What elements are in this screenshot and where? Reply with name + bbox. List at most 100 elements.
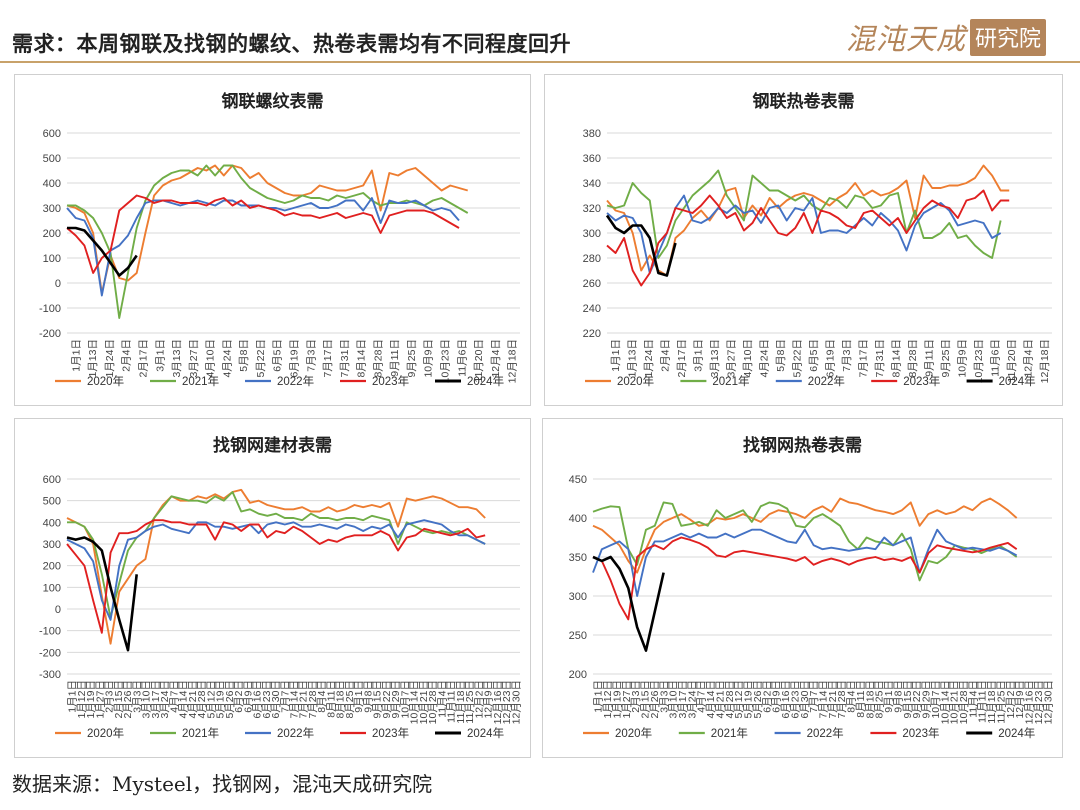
x-tick-label: 9月22日 xyxy=(911,680,923,719)
x-tick-label: 10月7日 xyxy=(930,680,942,719)
y-tick-label: 300 xyxy=(583,228,601,240)
x-tick-label: 5月8日 xyxy=(775,339,787,372)
x-tick-label: 12月9日 xyxy=(1014,680,1026,719)
x-tick-label: 7月28日 xyxy=(307,680,319,719)
x-tick-label: 12月9日 xyxy=(483,680,495,719)
series-line-2020 xyxy=(592,497,1018,574)
x-tick-label: 6月30日 xyxy=(799,680,811,719)
x-tick-label: 1月19日 xyxy=(611,680,623,719)
x-tick-label: 8月14日 xyxy=(890,339,902,378)
x-tick-label: 12月2日 xyxy=(1005,680,1017,719)
x-tick-label: 3月1日 xyxy=(154,339,166,372)
x-tick-label: 1月12日 xyxy=(602,680,614,719)
source-note: 数据来源：Mysteel，找钢网，混沌天成研究院 xyxy=(12,772,433,796)
chart-panel-zhaogang-hrc: 找钢网热卷表需 200 250 300 350 400 450 1月1日 1月12日 1月19日 1… xyxy=(542,418,1063,758)
x-tick-label: 12月16日 xyxy=(492,680,504,724)
x-tick-label: 9月15日 xyxy=(902,680,914,719)
x-tick-label: 1月1日 xyxy=(70,339,82,372)
x-tick-label: 8月25日 xyxy=(874,680,886,719)
x-tick-label: 11月20日 xyxy=(473,339,485,383)
x-tick-label: 3月10日 xyxy=(668,680,680,719)
y-tick-label: 600 xyxy=(43,474,61,486)
y-tick-label: 200 xyxy=(43,561,61,573)
x-tick-label: 10月21日 xyxy=(418,680,430,724)
x-tick-label: 6月23日 xyxy=(261,680,273,719)
series-line-2024 xyxy=(67,226,138,277)
x-tick-label: 4月28日 xyxy=(196,680,208,719)
y-tick-label: -100 xyxy=(39,626,61,638)
legend-label: 2021年 xyxy=(182,374,219,388)
legend-label: 2020年 xyxy=(87,726,124,740)
y-tick-label: 500 xyxy=(43,153,61,165)
series-line-2022 xyxy=(592,528,1018,597)
chart-panel-mysteel-rebar: 钢联螺纹表需 -200 -100 0 100 200 300 400 500 600 1月1日 1月1… xyxy=(14,74,531,406)
series-line-2024 xyxy=(66,536,138,652)
legend-label: 2020年 xyxy=(615,726,652,740)
y-tick-label: 400 xyxy=(43,517,61,529)
x-tick-label: 3月3日 xyxy=(131,680,143,713)
logo-text: 混沌天成 xyxy=(846,22,967,56)
series-line-2023 xyxy=(66,194,460,274)
legend-label: 2022年 xyxy=(808,374,845,388)
x-tick-label: 12月4日 xyxy=(490,339,502,378)
y-tick-label: 0 xyxy=(55,604,61,616)
x-tick-label: 6月2日 xyxy=(233,680,245,713)
x-tick-label: 9月11日 xyxy=(923,339,935,377)
series-line-2021 xyxy=(67,491,486,619)
x-tick-label: 7月21日 xyxy=(827,680,839,719)
x-tick-label: 8月14日 xyxy=(356,339,368,378)
y-tick-label: 360 xyxy=(583,153,601,165)
x-tick-label: 10月28日 xyxy=(427,680,439,724)
series-line-2024 xyxy=(592,555,665,652)
series-line-2023 xyxy=(66,519,486,634)
series-line-2022 xyxy=(66,519,486,621)
x-tick-label: 9月8日 xyxy=(362,680,374,713)
series-line-2023 xyxy=(606,189,1010,287)
x-tick-label: 4月7日 xyxy=(168,680,180,713)
x-tick-label: 3月27日 xyxy=(188,339,200,378)
legend-label: 2023年 xyxy=(902,726,939,740)
y-tick-label: 0 xyxy=(55,278,61,290)
x-tick-label: 4月7日 xyxy=(696,680,708,713)
y-tick-label: 220 xyxy=(583,328,601,340)
y-tick-label: 400 xyxy=(569,513,587,525)
chart-panel-zhaogang-rebar: 找钢网建材表需 -300 -200 -100 0 100 200 300 400 500 600 1月… xyxy=(14,418,531,758)
x-tick-label: 12月23日 xyxy=(1033,680,1045,724)
chart-title: 找钢网热卷表需 xyxy=(743,435,862,456)
x-tick-label: 9月8日 xyxy=(892,680,904,713)
x-tick-label: 5月22日 xyxy=(792,339,804,378)
x-tick-label: 10月23日 xyxy=(440,339,452,383)
x-tick-label: 1月24日 xyxy=(643,339,655,378)
y-tick-label: 200 xyxy=(43,228,61,240)
x-tick-label: 8月4日 xyxy=(316,680,328,713)
x-tick-label: 1月12日 xyxy=(76,680,88,719)
legend-label: 2022年 xyxy=(277,374,314,388)
x-tick-label: 11月25日 xyxy=(464,680,476,724)
x-tick-label: 2月17日 xyxy=(138,339,150,378)
x-tick-label: 6月16日 xyxy=(780,680,792,719)
chart-mysteel-rebar: 钢联螺纹表需 -200 -100 0 100 200 300 400 500 600 1月1日 1月1… xyxy=(39,91,520,388)
y-tick-label: 600 xyxy=(43,128,61,140)
x-tick-label: 4月14日 xyxy=(178,680,190,719)
x-tick-label: 7月14日 xyxy=(818,680,830,719)
x-tick-label: 11月18日 xyxy=(455,680,467,724)
x-tick-label: 3月24日 xyxy=(686,680,698,719)
x-tick-label: 11月11日 xyxy=(977,680,989,723)
x-tick-label: 3月10日 xyxy=(141,680,153,719)
y-tick-label: 300 xyxy=(43,539,61,551)
x-tick-label: 5月19日 xyxy=(215,680,227,719)
legend-label: 2020年 xyxy=(87,374,124,388)
x-tick-label: 10月14日 xyxy=(409,680,421,724)
x-tick-label: 6月9日 xyxy=(242,680,254,713)
chart-title: 钢联螺纹表需 xyxy=(222,91,324,112)
x-tick-label: 5月22日 xyxy=(255,339,267,378)
x-tick-label: 4月21日 xyxy=(714,680,726,719)
series-line-2021 xyxy=(592,501,1018,582)
x-tick-label: 2月26日 xyxy=(122,680,134,719)
x-tick-label: 5月19日 xyxy=(743,680,755,719)
legend-label: 2021年 xyxy=(711,726,748,740)
x-tick-label: 12月23日 xyxy=(501,680,513,724)
legend-label: 2022年 xyxy=(277,726,314,740)
x-tick-label: 1月27日 xyxy=(94,680,106,719)
x-tick-label: 7月21日 xyxy=(298,680,310,719)
